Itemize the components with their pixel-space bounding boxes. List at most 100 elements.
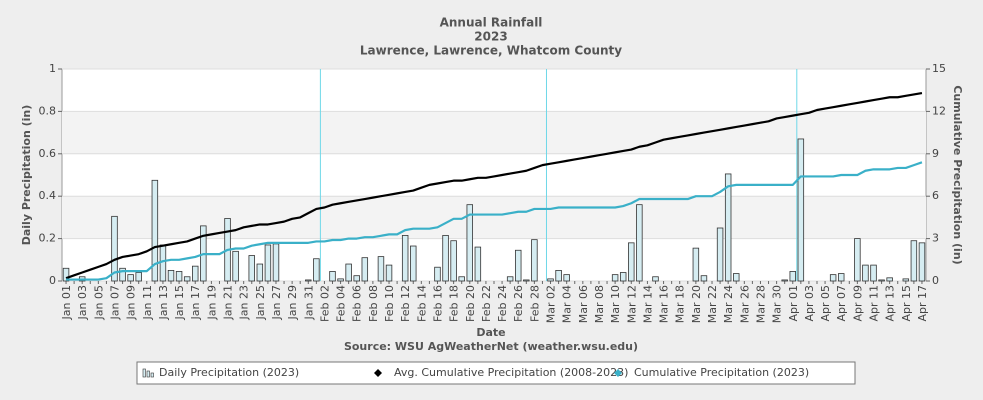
x-tick-label: Jan 15 bbox=[173, 285, 186, 320]
line bbox=[65, 91, 923, 280]
bar bbox=[385, 264, 393, 282]
x-tick-label: Feb 28 bbox=[528, 285, 541, 322]
x-tick-label: Jan 25 bbox=[254, 285, 267, 320]
bar bbox=[232, 250, 239, 282]
x-tick-label: Feb 22 bbox=[480, 285, 493, 322]
x-tick-label: Mar 04 bbox=[561, 285, 574, 323]
bar bbox=[523, 279, 530, 282]
bar bbox=[910, 240, 918, 282]
bar bbox=[636, 204, 643, 282]
chart-location: Lawrence, Lawrence, Whatcom County bbox=[360, 44, 622, 58]
legend-icon bbox=[150, 372, 154, 378]
x-tick-label: Mar 20 bbox=[690, 285, 703, 323]
y-tick-label: 0.6 bbox=[39, 147, 57, 160]
bar bbox=[918, 242, 926, 282]
x-tick-label: Jan 09 bbox=[125, 285, 138, 320]
bar bbox=[474, 246, 482, 282]
x-tick-label: Mar 30 bbox=[771, 285, 784, 323]
y-axis-title: Daily Precipitation (in) bbox=[20, 105, 33, 246]
bar bbox=[870, 264, 877, 282]
x-tick-label: Feb 14 bbox=[415, 285, 428, 322]
x-tick-label: Jan 07 bbox=[108, 285, 121, 320]
bar bbox=[111, 215, 118, 282]
y2-axis-title: Cumulative Precipitation (in) bbox=[951, 85, 964, 264]
bar bbox=[886, 277, 893, 282]
bar bbox=[62, 267, 70, 282]
x-axis-title: Date bbox=[476, 326, 505, 339]
x-tick-label: Jan 19 bbox=[205, 285, 218, 320]
x-tick-label: Mar 16 bbox=[658, 285, 671, 323]
legend-icon bbox=[146, 370, 150, 378]
y2-tick-label: 12 bbox=[932, 104, 946, 117]
legend-icon bbox=[142, 368, 146, 378]
bar bbox=[902, 278, 910, 282]
bar bbox=[135, 272, 142, 282]
bar bbox=[466, 204, 474, 282]
y-tick-label: 0.4 bbox=[39, 189, 57, 202]
bar bbox=[531, 239, 538, 282]
bar bbox=[652, 276, 659, 282]
bar bbox=[716, 227, 724, 282]
y2-tick-label: 0 bbox=[932, 274, 939, 287]
x-tick-label: Feb 24 bbox=[496, 285, 509, 322]
bar bbox=[434, 266, 441, 282]
bar bbox=[313, 258, 320, 282]
x-tick-label: Mar 10 bbox=[609, 285, 622, 323]
bar bbox=[183, 276, 191, 282]
bar bbox=[377, 256, 385, 282]
y-tick-label: 0 bbox=[49, 274, 56, 287]
bar bbox=[151, 179, 159, 282]
x-tick-label: Feb 12 bbox=[399, 285, 412, 322]
x-tick-label: Mar 06 bbox=[577, 285, 590, 323]
bar bbox=[563, 274, 570, 282]
legend-icon bbox=[374, 369, 382, 377]
bar bbox=[410, 245, 417, 282]
bar bbox=[401, 235, 409, 282]
x-tick-label: Jan 17 bbox=[189, 285, 202, 320]
x-tick-label: Jan 03 bbox=[76, 285, 89, 320]
bar bbox=[450, 240, 457, 282]
x-tick-label: Jan 21 bbox=[222, 285, 235, 320]
bar bbox=[619, 272, 627, 282]
bar bbox=[862, 264, 869, 282]
line bbox=[66, 161, 923, 281]
bar bbox=[337, 278, 344, 282]
bar bbox=[797, 138, 805, 282]
y2-tick-label: 3 bbox=[932, 232, 939, 245]
bar bbox=[345, 263, 352, 282]
x-tick-label: Feb 16 bbox=[431, 285, 444, 322]
x-tick-label: Apr 15 bbox=[900, 285, 913, 322]
y2-tick-label: 15 bbox=[932, 62, 946, 75]
legend-items: Daily Precipitation (2023) Avg. Cumulativ… bbox=[142, 366, 809, 379]
x-tick-label: Jan 11 bbox=[141, 285, 154, 320]
x-tick-label: Jan 29 bbox=[286, 285, 299, 320]
x-tick-label: Feb 02 bbox=[318, 285, 331, 322]
bar bbox=[329, 271, 336, 282]
x-tick-label: Mar 24 bbox=[722, 285, 735, 323]
bar bbox=[514, 249, 522, 282]
y-tick-label: 0.2 bbox=[39, 232, 57, 245]
bar bbox=[724, 173, 732, 282]
bar bbox=[248, 255, 255, 282]
x-tick-label: Feb 20 bbox=[464, 285, 477, 322]
x-tick-label: Feb 08 bbox=[367, 285, 380, 322]
bar bbox=[692, 247, 700, 282]
legend-icon bbox=[614, 369, 622, 377]
x-tick-label: Mar 02 bbox=[545, 285, 558, 323]
bar bbox=[837, 273, 845, 282]
x-tick-label: Jan 05 bbox=[92, 285, 105, 320]
x-tick-label: Apr 05 bbox=[819, 285, 832, 322]
x-tick-label: Apr 09 bbox=[851, 285, 864, 322]
x-tick-label: Feb 26 bbox=[512, 285, 525, 322]
bar bbox=[272, 243, 280, 282]
bar bbox=[353, 275, 360, 282]
bar bbox=[175, 271, 183, 282]
bar bbox=[256, 263, 264, 282]
bar bbox=[789, 271, 796, 282]
bar bbox=[361, 257, 369, 282]
bar bbox=[458, 276, 465, 282]
x-tick-label: Apr 01 bbox=[787, 285, 800, 322]
x-tick-label: Apr 07 bbox=[835, 285, 848, 322]
bar bbox=[305, 279, 312, 282]
bar bbox=[442, 235, 449, 282]
